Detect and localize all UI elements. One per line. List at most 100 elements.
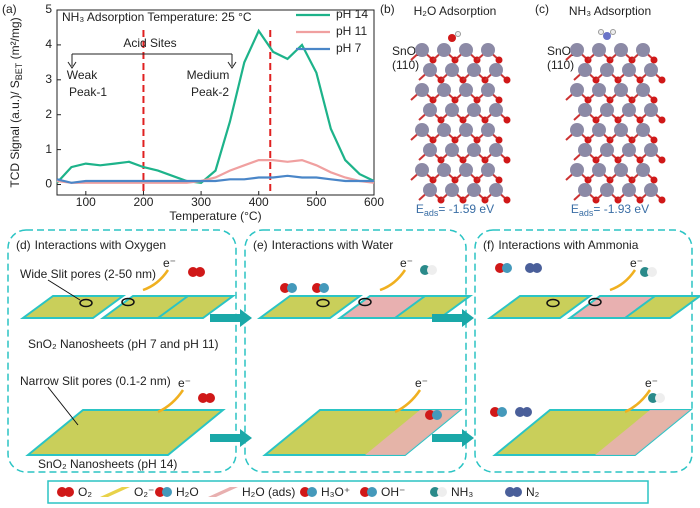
o-atom — [495, 136, 503, 144]
weak-label: Weak — [67, 68, 98, 82]
o-atom — [495, 176, 503, 184]
key-label: H₂O (ads) — [242, 485, 295, 499]
transfer-arrow — [624, 389, 652, 414]
h2o-icon — [497, 407, 507, 417]
h2o-icon — [432, 410, 442, 420]
sn-atom — [437, 43, 451, 57]
pore — [121, 297, 135, 307]
pore — [588, 297, 602, 307]
y-axis-label-sub: BET — [14, 62, 24, 80]
sn-atom — [644, 183, 658, 197]
panel-title: (e) Interactions with Water — [253, 238, 393, 252]
y-axis-label: TCD Signal (a.u.)/ SBET (m²/mg) — [8, 17, 24, 187]
sn-atom — [445, 143, 459, 157]
nanosheet — [621, 295, 700, 319]
legend-label: pH 7 — [336, 41, 362, 55]
nanosheet — [25, 409, 226, 456]
pointer — [47, 386, 79, 426]
nh3-icon — [427, 265, 437, 275]
n2-icon — [512, 487, 522, 497]
acid-sites-label: Acid Sites — [123, 36, 176, 50]
sn-atom — [600, 183, 614, 197]
sn-atom — [459, 123, 473, 137]
nh3-icon — [647, 267, 657, 277]
n2-icon — [522, 407, 532, 417]
y-tick-label: 5 — [45, 2, 52, 16]
sn-atom — [578, 143, 592, 157]
sn-atom — [459, 83, 473, 97]
sn-atom — [614, 83, 628, 97]
sn-atom — [570, 163, 584, 177]
o2-icon — [205, 393, 215, 403]
sn-atom — [489, 63, 503, 77]
sn-atom — [437, 163, 451, 177]
transfer-arrow — [142, 269, 170, 292]
adsorbed-water — [595, 410, 690, 455]
electron-label: e⁻ — [178, 376, 191, 390]
sn-atom — [644, 143, 658, 157]
legend-label: pH 11 — [336, 24, 367, 38]
crystal-structure — [565, 43, 666, 204]
o-atom — [503, 156, 511, 164]
y-axis-label-end: (m²/mg) — [8, 17, 22, 62]
sn-atom — [636, 83, 650, 97]
o-atom — [495, 56, 503, 64]
sn-atom — [415, 123, 429, 137]
key-icon — [100, 487, 130, 497]
sn-atom — [570, 123, 584, 137]
electron-label: e⁻ — [415, 376, 428, 390]
sn-atom — [437, 83, 451, 97]
sn-atom — [481, 83, 495, 97]
o-atom — [658, 76, 666, 84]
h2o-icon — [300, 487, 310, 497]
sn-atom — [578, 103, 592, 117]
sn-atom — [415, 43, 429, 57]
annotation: NH₃ Adsorption Temperature: 25 °C — [62, 10, 252, 24]
flow-arrow — [432, 429, 474, 447]
h2o-icon — [155, 487, 165, 497]
crystal-structure — [410, 43, 511, 204]
sn-atom — [578, 183, 592, 197]
n2-icon — [525, 263, 535, 273]
sn-atom — [614, 123, 628, 137]
adsorbed-water — [365, 410, 460, 455]
sn-atom — [481, 43, 495, 57]
panel-box — [244, 229, 467, 473]
nanosheet — [391, 295, 474, 319]
sn-atom — [423, 183, 437, 197]
nanosheet — [154, 295, 237, 319]
x-tick-label: 100 — [76, 195, 96, 209]
n2-icon — [505, 487, 515, 497]
adsorption-energy: Eads= -1.59 eV — [416, 202, 494, 218]
pointer — [47, 279, 81, 301]
sn-atom — [600, 63, 614, 77]
h2o-icon — [425, 410, 435, 420]
plot-frame — [56, 9, 375, 196]
arrow-head — [67, 54, 77, 69]
sn-atom — [437, 123, 451, 137]
surface-label: SnO₂ — [547, 44, 576, 58]
flow-arrow — [432, 309, 474, 327]
key-label: O₂ — [78, 485, 92, 499]
o-atom — [658, 196, 666, 204]
h2o-icon — [280, 283, 290, 293]
adsorbate-h — [455, 31, 461, 37]
sn-atom — [467, 63, 481, 77]
x-tick-label: 600 — [364, 195, 384, 209]
panel-title-text: Interactions with Water — [272, 238, 394, 252]
sn-atom — [592, 123, 606, 137]
key-label: NH₃ — [451, 485, 473, 499]
transfer-arrow — [379, 269, 407, 292]
sn-atom — [614, 163, 628, 177]
surface-label: SnO₂ — [392, 44, 421, 58]
panel-title-text: Interactions with Oxygen — [35, 238, 166, 252]
o2-icon — [195, 267, 205, 277]
data-line — [56, 28, 375, 184]
energy-value: = -1.59 eV — [438, 202, 494, 216]
o-atom — [650, 176, 658, 184]
o-atom — [650, 56, 658, 64]
sn-atom — [578, 63, 592, 77]
energy-symbol: E — [571, 202, 579, 216]
o-atom — [503, 196, 511, 204]
arrow-head — [227, 54, 237, 69]
